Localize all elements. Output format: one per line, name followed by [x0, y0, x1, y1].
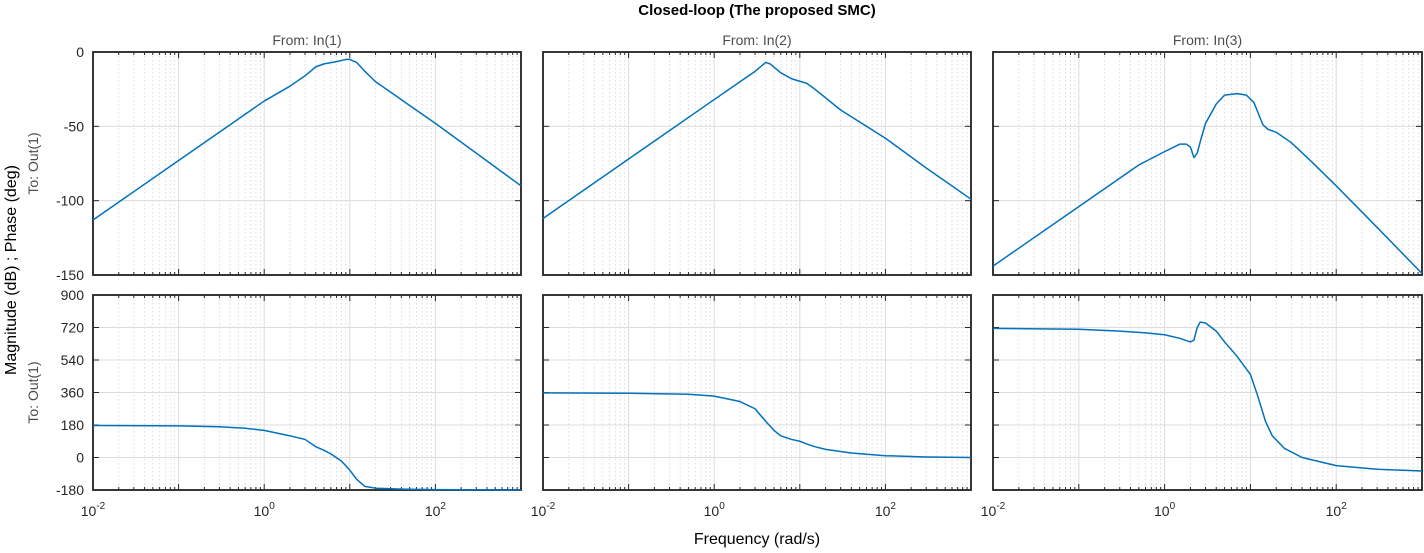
x-tick-label: 100	[254, 501, 276, 519]
subplot	[542, 51, 972, 276]
x-tick-label: 100	[1154, 501, 1176, 519]
plot-area	[92, 51, 522, 276]
y-tick-label: -180	[56, 482, 84, 498]
x-tick-label: 10-2	[531, 501, 556, 519]
subplot	[992, 51, 1423, 276]
x-axis-label: Frequency (rad/s)	[694, 531, 820, 548]
y-axis-label: Magnitude (dB) ; Phase (deg)	[3, 165, 20, 375]
frequency-response-line	[92, 58, 522, 221]
frequency-response-line	[992, 92, 1423, 275]
plot-border	[92, 51, 522, 276]
x-tick-label: 102	[1326, 501, 1348, 519]
plot-area	[992, 51, 1423, 276]
y-tick-label: 900	[61, 287, 85, 303]
y-tick-label: 180	[61, 417, 85, 433]
subplot	[92, 51, 522, 276]
row-label: To: Out(1)	[25, 132, 41, 194]
y-tick-label: 360	[61, 385, 85, 401]
subplot	[92, 294, 522, 491]
x-tick-label: 10-2	[81, 501, 106, 519]
y-tick-label: 0	[76, 450, 84, 466]
plot-border	[992, 51, 1423, 276]
x-tick-label: 102	[425, 501, 447, 519]
subplot	[992, 294, 1423, 491]
y-tick-label: 0	[76, 44, 84, 60]
frequency-response-line	[992, 321, 1423, 472]
plot-border	[542, 51, 972, 276]
plot-border	[992, 294, 1423, 491]
subplot-grid: From: In(1) From: In(2) From: In(3) To: Out…	[25, 32, 1423, 519]
y-tick-label: 720	[61, 320, 85, 336]
frequency-response-line	[542, 392, 972, 459]
plot-border	[92, 294, 522, 491]
plot-border	[542, 294, 972, 491]
column-title: From: In(3)	[1173, 32, 1242, 48]
frequency-response-line	[92, 424, 522, 491]
column-title: From: In(2)	[722, 32, 791, 48]
frequency-response-line	[542, 61, 972, 220]
row-label: To: Out(1)	[25, 361, 41, 423]
plot-area	[542, 51, 972, 276]
x-tick-label: 10-2	[981, 501, 1006, 519]
y-tick-label: -150	[56, 267, 84, 283]
x-tick-label: 102	[875, 501, 897, 519]
figure-title: Closed-loop (The proposed SMC)	[638, 2, 876, 19]
subplot	[542, 294, 972, 491]
column-title: From: In(1)	[272, 32, 341, 48]
y-tick-label: -100	[56, 193, 84, 209]
y-tick-label: -50	[64, 118, 84, 134]
x-tick-label: 100	[704, 501, 726, 519]
y-tick-label: 540	[61, 352, 85, 368]
